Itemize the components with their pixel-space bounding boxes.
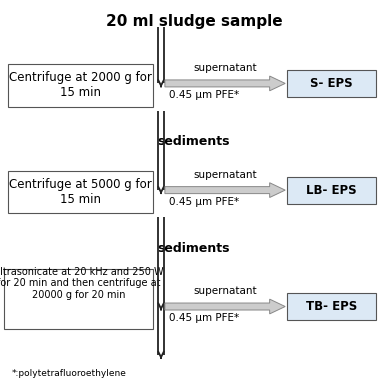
Text: supernatant: supernatant <box>193 170 257 180</box>
FancyBboxPatch shape <box>8 64 153 107</box>
Polygon shape <box>165 183 285 197</box>
Text: supernatant: supernatant <box>193 286 257 296</box>
Text: *:polytetrafluoroethylene: *:polytetrafluoroethylene <box>12 369 126 378</box>
FancyBboxPatch shape <box>8 171 153 213</box>
Text: Centrifuge at 5000 g for
15 min: Centrifuge at 5000 g for 15 min <box>9 178 152 206</box>
Text: sediments: sediments <box>158 242 230 255</box>
Text: LB- EPS: LB- EPS <box>307 184 357 197</box>
Text: sediments: sediments <box>158 135 230 148</box>
Text: S- EPS: S- EPS <box>310 77 353 90</box>
Polygon shape <box>165 299 285 314</box>
FancyBboxPatch shape <box>287 177 376 204</box>
FancyBboxPatch shape <box>287 70 376 97</box>
Text: 0.45 μm PFE*: 0.45 μm PFE* <box>169 313 239 323</box>
Text: Ultrasonicate at 20 kHz and 250 W
for 20 min and then centrifuge at
20000 g for : Ultrasonicate at 20 kHz and 250 W for 20… <box>0 267 164 300</box>
Text: TB- EPS: TB- EPS <box>306 300 357 313</box>
Text: Centrifuge at 2000 g for
15 min: Centrifuge at 2000 g for 15 min <box>9 71 152 99</box>
FancyBboxPatch shape <box>287 293 376 320</box>
FancyBboxPatch shape <box>4 268 153 329</box>
Text: supernatant: supernatant <box>193 63 257 73</box>
Polygon shape <box>165 76 285 91</box>
Text: 0.45 μm PFE*: 0.45 μm PFE* <box>169 90 239 100</box>
Text: 0.45 μm PFE*: 0.45 μm PFE* <box>169 197 239 207</box>
Text: 20 ml sludge sample: 20 ml sludge sample <box>106 14 282 29</box>
